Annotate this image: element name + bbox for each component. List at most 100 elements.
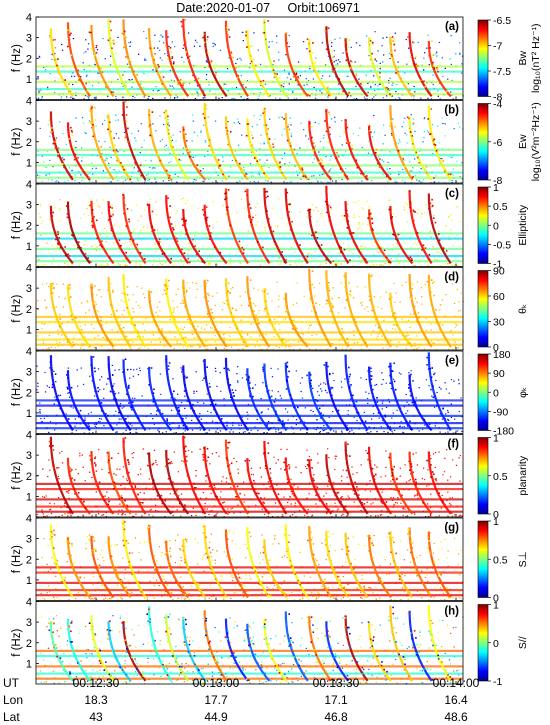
whistler-pixel bbox=[349, 315, 352, 317]
whistler-pixel bbox=[73, 343, 75, 346]
whistler-pixel bbox=[387, 175, 390, 177]
noise-pixel bbox=[320, 181, 322, 183]
noise-pixel bbox=[450, 35, 452, 37]
noise-pixel bbox=[290, 211, 292, 213]
whistler-pixel bbox=[309, 386, 312, 389]
whistler-trace bbox=[203, 359, 228, 432]
noise-pixel bbox=[330, 118, 333, 120]
noise-pixel bbox=[265, 179, 267, 182]
noise-pixel bbox=[406, 401, 408, 403]
whistler-pixel bbox=[211, 401, 213, 403]
whistler-pixel bbox=[113, 487, 115, 490]
whistler-pixel bbox=[287, 126, 289, 128]
noise-pixel bbox=[109, 181, 111, 183]
noise-pixel bbox=[326, 512, 328, 515]
whistler-pixel bbox=[266, 391, 269, 393]
whistler-pixel bbox=[129, 178, 132, 181]
whistler-pixel bbox=[59, 246, 62, 249]
noise-pixel bbox=[395, 91, 397, 93]
whistler-pixel bbox=[208, 485, 211, 488]
whistler-pixel bbox=[427, 258, 430, 260]
noise-pixel bbox=[442, 474, 444, 476]
whistler-pixel bbox=[57, 72, 60, 74]
noise-pixel bbox=[404, 132, 406, 134]
noise-pixel bbox=[308, 327, 310, 329]
whistler-pixel bbox=[157, 153, 159, 156]
noise-pixel bbox=[150, 341, 152, 343]
whistler-trace bbox=[122, 101, 147, 181]
noise-pixel bbox=[394, 502, 397, 504]
whistler-pixel bbox=[349, 259, 351, 262]
noise-pixel bbox=[74, 147, 76, 149]
whistler-trace bbox=[165, 195, 190, 265]
noise-pixel bbox=[263, 432, 265, 434]
colorbar-tick-label: -8 bbox=[493, 175, 502, 187]
whistler-pixel bbox=[357, 412, 360, 414]
whistler-pixel bbox=[115, 398, 118, 401]
noise-pixel bbox=[376, 466, 378, 468]
whistler-pixel bbox=[333, 405, 336, 408]
noise-pixel bbox=[149, 166, 151, 168]
whistler-pixel bbox=[242, 252, 245, 254]
noise-pixel bbox=[297, 84, 299, 86]
noise-pixel bbox=[414, 265, 416, 267]
noise-pixel bbox=[423, 57, 425, 59]
noise-pixel bbox=[40, 418, 42, 420]
noise-pixel bbox=[94, 337, 96, 339]
noise-pixel bbox=[461, 128, 464, 130]
noise-pixel bbox=[446, 449, 448, 451]
noise-pixel bbox=[191, 451, 193, 453]
whistler-pixel bbox=[226, 209, 228, 211]
noise-pixel bbox=[213, 42, 215, 45]
noise-pixel bbox=[232, 431, 234, 433]
noise-pixel bbox=[219, 496, 222, 498]
whistler-pixel bbox=[69, 284, 71, 286]
whistler-pixel bbox=[411, 294, 413, 297]
noise-pixel bbox=[101, 123, 104, 125]
noise-pixel bbox=[239, 57, 241, 59]
noise-pixel bbox=[109, 167, 111, 169]
noise-pixel bbox=[170, 212, 172, 214]
noise-pixel bbox=[122, 96, 124, 98]
noise-pixel bbox=[95, 199, 98, 201]
noise-pixel bbox=[332, 484, 334, 486]
noise-pixel bbox=[315, 503, 317, 505]
whistler-pixel bbox=[410, 297, 413, 300]
whistler-pixel bbox=[285, 301, 288, 303]
whistler-pixel bbox=[262, 246, 264, 249]
whistler-pixel bbox=[396, 239, 399, 241]
noise-pixel bbox=[96, 246, 98, 248]
whistler-pixel bbox=[260, 497, 262, 499]
whistler-pixel bbox=[88, 31, 91, 34]
whistler-pixel bbox=[267, 20, 269, 22]
whistler-pixel bbox=[281, 423, 283, 425]
whistler-pixel bbox=[209, 235, 212, 237]
whistler-pixel bbox=[130, 406, 133, 408]
noise-pixel bbox=[345, 348, 347, 350]
whistler-pixel bbox=[411, 135, 414, 137]
noise-pixel bbox=[246, 98, 248, 100]
noise-pixel bbox=[226, 68, 229, 70]
noise-pixel bbox=[255, 214, 257, 216]
noise-pixel bbox=[249, 181, 252, 183]
noise-pixel bbox=[453, 380, 455, 382]
noise-pixel bbox=[235, 460, 238, 463]
whistler-pixel bbox=[185, 147, 188, 150]
whistler-pixel bbox=[159, 159, 162, 162]
noise-pixel bbox=[408, 480, 410, 482]
whistler-pixel bbox=[281, 254, 283, 256]
whistler-pixel bbox=[267, 195, 269, 198]
whistler-pixel bbox=[169, 177, 171, 180]
whistler-pixel bbox=[109, 338, 111, 341]
whistler-pixel bbox=[289, 203, 291, 205]
noise-pixel bbox=[319, 431, 321, 433]
whistler-pixel bbox=[350, 68, 353, 71]
y-tick-label: 4 bbox=[26, 96, 32, 108]
whistler-pixel bbox=[253, 157, 256, 159]
whistler-pixel bbox=[181, 218, 183, 220]
noise-pixel bbox=[315, 429, 317, 431]
noise-pixel bbox=[169, 85, 171, 87]
noise-pixel bbox=[385, 291, 387, 293]
